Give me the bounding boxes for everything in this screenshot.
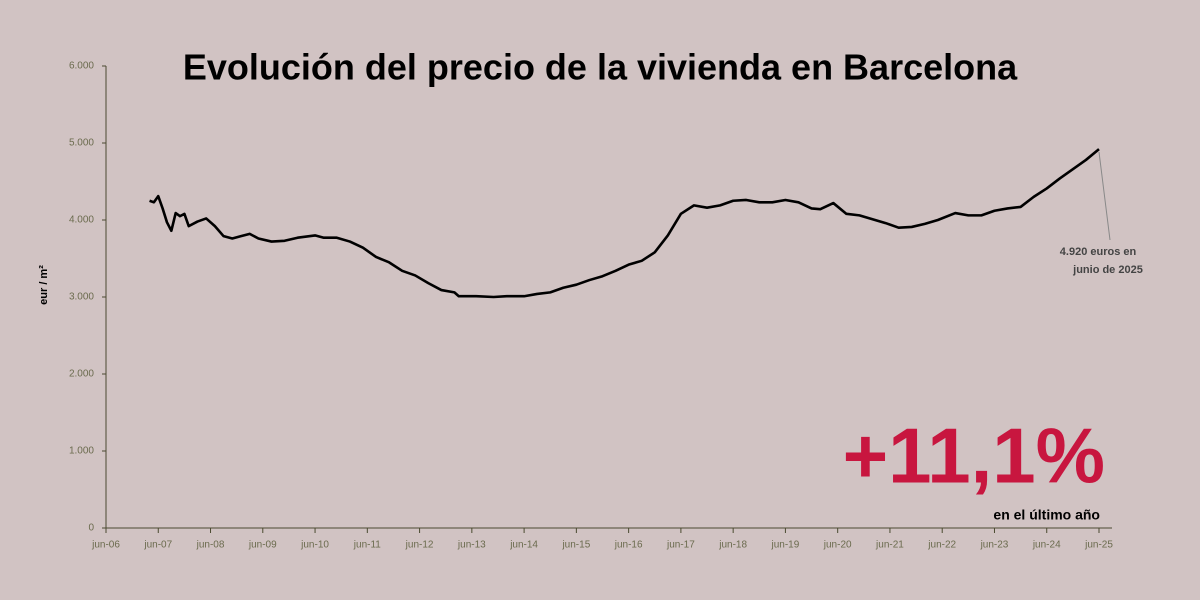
x-tick-label: jun-13 [457,540,486,551]
annotation-line: junio de 2025 [1072,264,1143,276]
highlight-caption: en el último año [993,507,1100,523]
x-tick-label: jun-17 [666,540,695,551]
x-tick-label: jun-14 [509,540,538,551]
x-tick-label: jun-06 [91,540,120,551]
x-tick-label: jun-20 [823,540,852,551]
y-tick-label: 4.000 [69,215,94,226]
y-tick-label: 6.000 [69,61,94,72]
x-tick-label: jun-09 [248,540,277,551]
annotation-leader [1098,151,1111,241]
x-tick-label: jun-12 [405,540,434,551]
y-tick-label: 1.000 [69,446,94,457]
x-tick-label: jun-07 [143,540,172,551]
x-tick-label: jun-18 [718,540,747,551]
y-tick-label: 0 [88,523,94,534]
y-tick-label: 5.000 [69,138,94,149]
chart-title: Evolución del precio de la vivienda en B… [183,47,1018,88]
y-axis-label: eur / m² [38,265,50,305]
x-tick-label: jun-15 [561,540,590,551]
x-tick-label: jun-08 [196,540,225,551]
x-tick-label: jun-19 [771,540,800,551]
x-tick-label: jun-25 [1084,540,1113,551]
x-tick-label: jun-10 [300,540,329,551]
highlight-value: +11,1% [843,412,1105,500]
y-tick-label: 3.000 [69,292,94,303]
x-tick-label: jun-22 [927,540,956,551]
x-tick-label: jun-11 [353,540,381,551]
x-tick-label: jun-16 [614,540,643,551]
x-tick-label: jun-24 [1032,540,1061,551]
x-tick-label: jun-23 [980,540,1009,551]
x-tick-label: jun-21 [875,540,904,551]
price-line [149,148,1100,299]
annotation-line: 4.920 euros en [1060,246,1137,258]
y-tick-label: 2.000 [69,369,94,380]
